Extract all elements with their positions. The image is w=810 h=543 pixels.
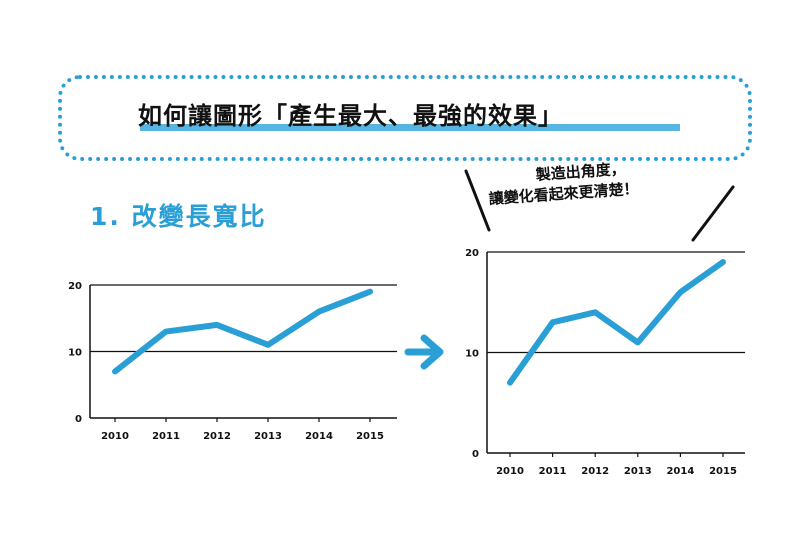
x-tick-label: 2011 <box>152 431 180 442</box>
series-line <box>507 259 726 386</box>
callout-stroke-left <box>464 169 491 232</box>
chart-left: 0 10 20 2010 2011 2012 2013 2014 2015 <box>68 281 397 442</box>
x-tick-label: 2015 <box>709 466 737 477</box>
y-tick-label: 0 <box>75 414 82 425</box>
title-highlight <box>140 124 680 131</box>
x-tick-label: 2010 <box>101 431 129 442</box>
section-heading: 1. 改變長寬比 <box>90 202 267 231</box>
y-tick-label: 10 <box>465 349 479 360</box>
x-tick-label: 2015 <box>356 431 384 442</box>
y-tick-label: 0 <box>472 449 479 460</box>
x-tick-label: 2010 <box>496 466 524 477</box>
x-tick-label: 2012 <box>581 466 609 477</box>
series-line <box>112 288 373 375</box>
right-arrow-icon <box>404 334 444 370</box>
callout-stroke-right <box>691 185 735 242</box>
y-tick-label: 10 <box>68 348 82 359</box>
x-tick-label: 2011 <box>539 466 567 477</box>
x-tick-label: 2013 <box>624 466 652 477</box>
x-tick-label: 2012 <box>203 431 231 442</box>
page-title: 如何讓圖形「產生最大、最強的效果」 <box>138 102 563 130</box>
x-tick-label: 2014 <box>305 431 333 442</box>
x-tick-label: 2013 <box>254 431 282 442</box>
title-frame <box>58 75 752 161</box>
x-tick-label: 2014 <box>666 466 694 477</box>
y-tick-label: 20 <box>465 248 479 259</box>
chart-right: 0 10 20 2010 2011 2012 2013 2014 2015 <box>465 248 745 477</box>
y-tick-label: 20 <box>68 281 82 292</box>
